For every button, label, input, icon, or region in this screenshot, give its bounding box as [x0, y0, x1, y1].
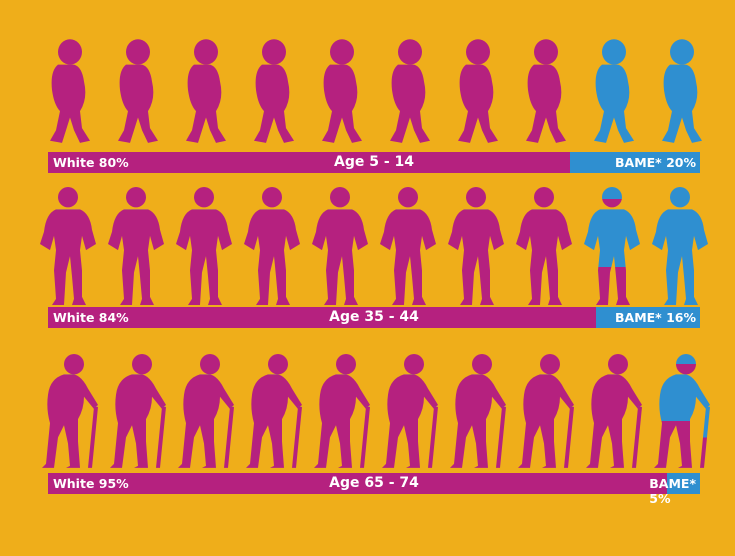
elderly-with-cane-icon	[654, 354, 710, 468]
child-figure-icon	[458, 39, 498, 143]
child-figure-icon	[594, 39, 634, 143]
child-figure-icon	[50, 39, 90, 143]
white-label: White 84%	[53, 310, 129, 325]
elderly-with-cane-icon	[382, 354, 438, 468]
adult-figure-icon	[380, 187, 436, 305]
bame-label: BAME* 20%	[615, 155, 696, 170]
age-group-title: Age 5 - 14	[333, 154, 414, 170]
figures	[50, 39, 702, 143]
adult-figure-icon	[516, 187, 572, 305]
white-label: White 95%	[53, 476, 129, 491]
age-group-title: Age 35 - 44	[329, 309, 419, 325]
bame-label: BAME* 16%	[615, 310, 696, 325]
bame-segment: BAME* 16%	[595, 307, 700, 328]
white-segment: White 95%	[48, 473, 668, 494]
elderly-with-cane-icon	[518, 354, 574, 468]
adult-figure-icon	[244, 187, 300, 305]
adult-figure-icon	[176, 187, 232, 305]
child-figure-icon	[322, 39, 362, 143]
adult-figure-icon	[108, 187, 164, 305]
adult-figure-icon	[40, 187, 96, 305]
adult-figure-icon	[448, 187, 504, 305]
adult-figure-icon	[584, 187, 640, 305]
child-figure-icon	[662, 39, 702, 143]
child-figure-icon	[118, 39, 158, 143]
elderly-with-cane-icon	[110, 354, 166, 468]
white-segment: White 84%	[48, 307, 596, 328]
child-figure-icon	[254, 39, 294, 143]
proportion-bar: White 95% BAME* 5% Age 65 - 74	[48, 473, 700, 506]
child-figure-icon	[390, 39, 430, 143]
bame-segment: BAME* 5%	[649, 473, 700, 506]
white-segment: White 80%	[48, 152, 570, 173]
elderly-with-cane-icon	[246, 354, 302, 468]
elderly-with-cane-icon	[586, 354, 642, 468]
bame-segment: BAME* 20%	[569, 152, 700, 173]
child-figure-icon	[186, 39, 226, 143]
elderly-with-cane-icon	[178, 354, 234, 468]
elderly-with-cane-icon	[42, 354, 98, 468]
adult-figure-icon	[312, 187, 368, 305]
proportion-bar: White 80% BAME* 20% Age 5 - 14	[48, 152, 700, 173]
child-figure-icon	[526, 39, 566, 143]
figures	[40, 187, 708, 305]
age-group-title: Age 65 - 74	[329, 475, 419, 491]
adult-figure-icon	[652, 187, 708, 305]
elderly-with-cane-icon	[314, 354, 370, 468]
proportion-bar: White 84% BAME* 16% Age 35 - 44	[48, 307, 700, 328]
elderly-with-cane-icon	[450, 354, 506, 468]
figures	[42, 354, 710, 468]
white-label: White 80%	[53, 155, 129, 170]
bame-label: BAME* 5%	[649, 476, 696, 506]
